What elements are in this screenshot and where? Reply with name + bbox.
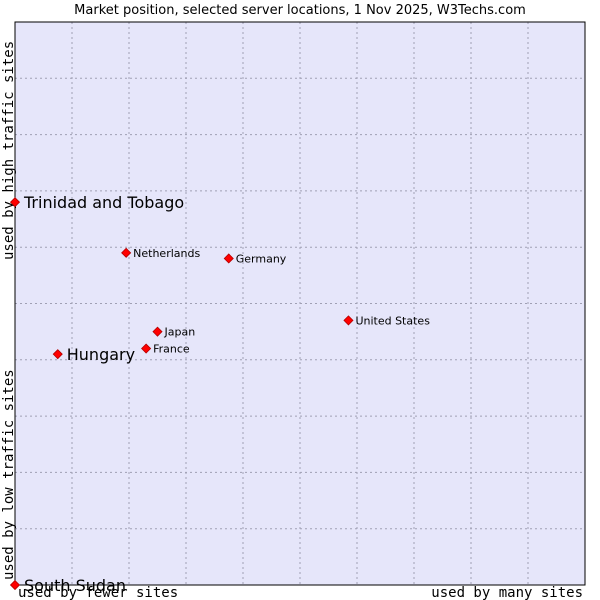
point-label-hungary: Hungary xyxy=(67,345,135,364)
point-marker-trinidad-and-tobago xyxy=(9,197,21,208)
point-marker-united-states xyxy=(343,315,354,326)
x-axis-label-left: used by fewer sites xyxy=(18,585,178,600)
y-axis-label-bottom: used by low traffic sites xyxy=(1,369,17,580)
point-label-trinidad-and-tobago: Trinidad and Tobago xyxy=(23,193,184,212)
point-marker-hungary xyxy=(52,349,63,360)
point-marker-germany xyxy=(223,253,234,264)
grid-lines xyxy=(15,22,585,585)
point-label-france: France xyxy=(153,343,190,356)
point-label-japan: Japan xyxy=(164,326,196,339)
x-axis-label-right: used by many sites xyxy=(431,585,583,600)
point-label-united-states: United States xyxy=(355,314,430,327)
point-marker-south-sudan xyxy=(9,579,21,591)
point-marker-netherlands xyxy=(121,247,132,258)
chart-title: Market position, selected server locatio… xyxy=(74,3,526,18)
point-label-south-sudan: South Sudan xyxy=(24,576,126,595)
plot-frame xyxy=(14,21,586,586)
point-label-germany: Germany xyxy=(236,252,287,265)
point-marker-japan xyxy=(152,326,163,337)
point-label-netherlands: Netherlands xyxy=(133,247,200,260)
data-points: Trinidad and Tobago Netherlands Germany Uni… xyxy=(9,193,430,595)
point-marker-france xyxy=(141,343,152,354)
y-axis-label-top: used by high traffic sites xyxy=(1,41,17,260)
